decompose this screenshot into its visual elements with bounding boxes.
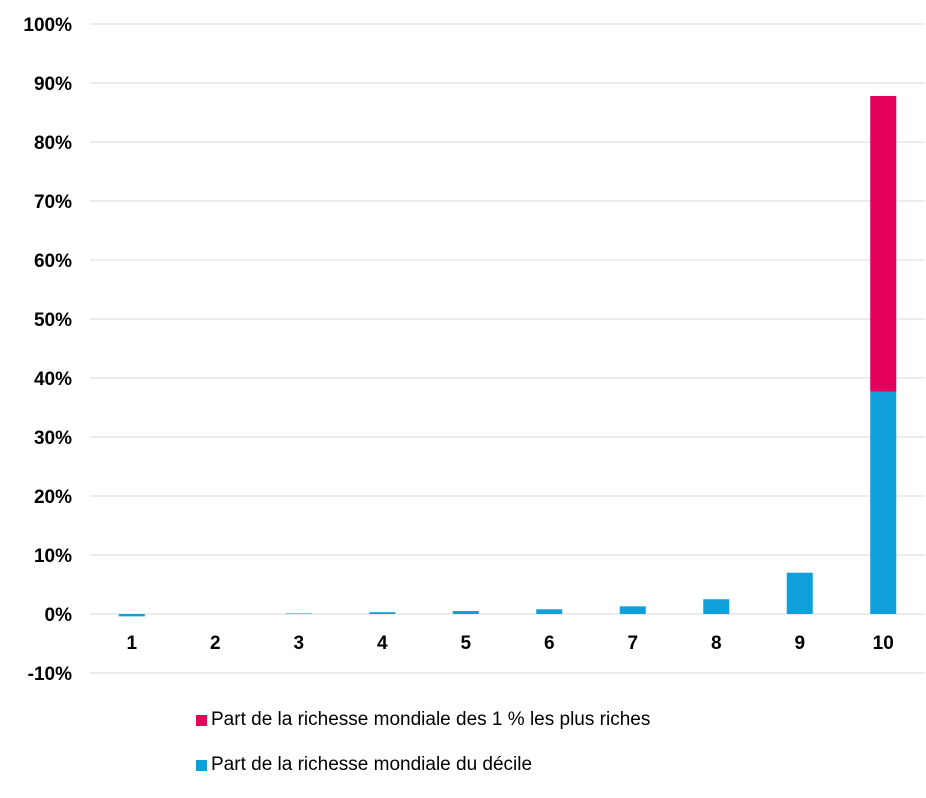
y-tick-label: 100% bbox=[23, 15, 72, 36]
legend: Part de la richesse mondiale des 1 % les… bbox=[196, 708, 650, 798]
y-tick-label: 50% bbox=[34, 310, 72, 331]
y-tick-label: 90% bbox=[34, 74, 72, 95]
x-tick-label: 1 bbox=[126, 633, 137, 654]
x-tick-label: 2 bbox=[210, 633, 221, 654]
legend-swatch-decile bbox=[196, 759, 207, 771]
y-tick-label: 0% bbox=[45, 605, 73, 626]
y-tick-label: 70% bbox=[34, 192, 72, 213]
x-tick-label: 9 bbox=[794, 633, 805, 654]
bar-decile bbox=[619, 606, 646, 614]
legend-swatch-top1 bbox=[196, 714, 207, 726]
x-tick-label: 5 bbox=[460, 633, 471, 654]
bar-decile bbox=[369, 612, 396, 614]
legend-item-top1: Part de la richesse mondiale des 1 % les… bbox=[196, 708, 650, 732]
y-tick-label: 10% bbox=[34, 546, 72, 567]
y-tick-label: 30% bbox=[34, 428, 72, 449]
y-tick-label: 20% bbox=[34, 487, 72, 508]
x-tick-label: 3 bbox=[293, 633, 304, 654]
bar-decile bbox=[870, 391, 897, 614]
bar-top1 bbox=[870, 95, 897, 392]
bar-decile bbox=[703, 599, 730, 614]
bar-decile bbox=[786, 572, 813, 614]
x-tick-label: 4 bbox=[377, 633, 388, 654]
bar-decile bbox=[452, 611, 479, 614]
x-tick-label: 10 bbox=[873, 633, 894, 654]
x-tick-label: 8 bbox=[711, 633, 722, 654]
legend-label-decile: Part de la richesse mondiale du décile bbox=[211, 754, 533, 775]
y-tick-label: 80% bbox=[34, 133, 72, 154]
bar-decile bbox=[536, 609, 563, 614]
legend-item-decile: Part de la richesse mondiale du décile bbox=[196, 753, 650, 777]
legend-label-top1: Part de la richesse mondiale des 1 % les… bbox=[211, 709, 651, 730]
y-tick-label: -10% bbox=[28, 664, 72, 685]
x-tick-label: 6 bbox=[544, 633, 555, 654]
bar-decile bbox=[285, 613, 312, 614]
y-tick-label: 60% bbox=[34, 251, 72, 272]
x-tick-label: 7 bbox=[627, 633, 638, 654]
bar-decile bbox=[118, 614, 145, 617]
chart: -10% 0% 10% 20% 30% 40% 50% 60% 70% 80% 90% 100% 1 2 3… bbox=[23, 15, 925, 685]
y-tick-label: 40% bbox=[34, 369, 72, 390]
